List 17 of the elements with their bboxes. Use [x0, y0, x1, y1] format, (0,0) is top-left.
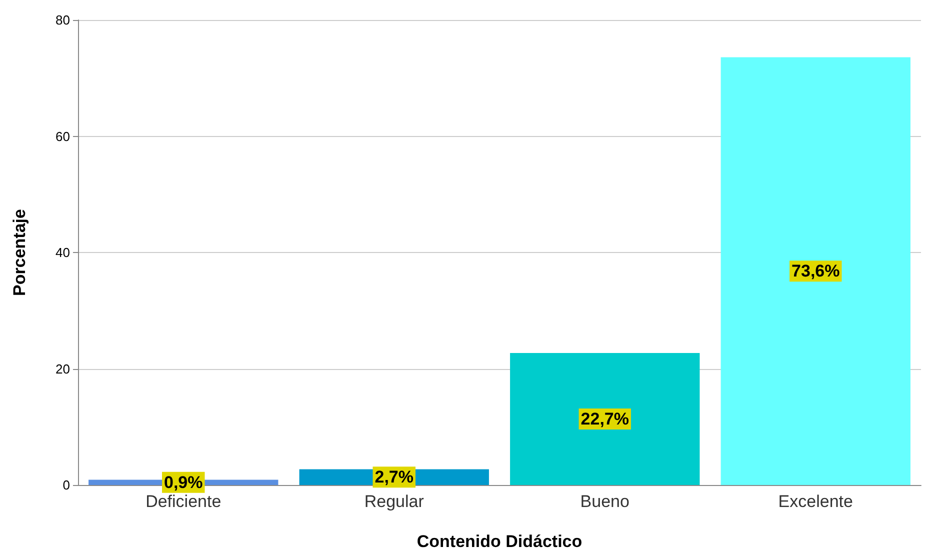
y-tick-label: 80 — [56, 12, 70, 28]
x-tick-label: Regular — [364, 492, 424, 511]
data-label: 73,6% — [792, 262, 840, 281]
bar — [720, 57, 910, 485]
y-tick-label: 40 — [56, 245, 70, 260]
y-tick-label: 0 — [62, 478, 70, 492]
x-tick-label: Bueno — [580, 492, 630, 511]
y-tick-label: 20 — [56, 361, 70, 376]
data-label: 22,7% — [580, 410, 629, 429]
data-label: 2,7% — [374, 468, 414, 487]
y-axis-title: Porcentaje — [10, 209, 29, 296]
data-label: 0,9% — [164, 472, 203, 492]
x-tick-label: Excelente — [778, 492, 853, 511]
x-axis-title: Contenido Didáctico — [416, 532, 582, 551]
y-tick-label: 60 — [56, 128, 70, 144]
x-tick-label: Deficiente — [146, 492, 222, 511]
bar — [510, 353, 700, 485]
